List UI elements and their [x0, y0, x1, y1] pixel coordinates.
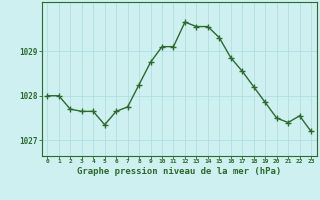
X-axis label: Graphe pression niveau de la mer (hPa): Graphe pression niveau de la mer (hPa)	[77, 167, 281, 176]
